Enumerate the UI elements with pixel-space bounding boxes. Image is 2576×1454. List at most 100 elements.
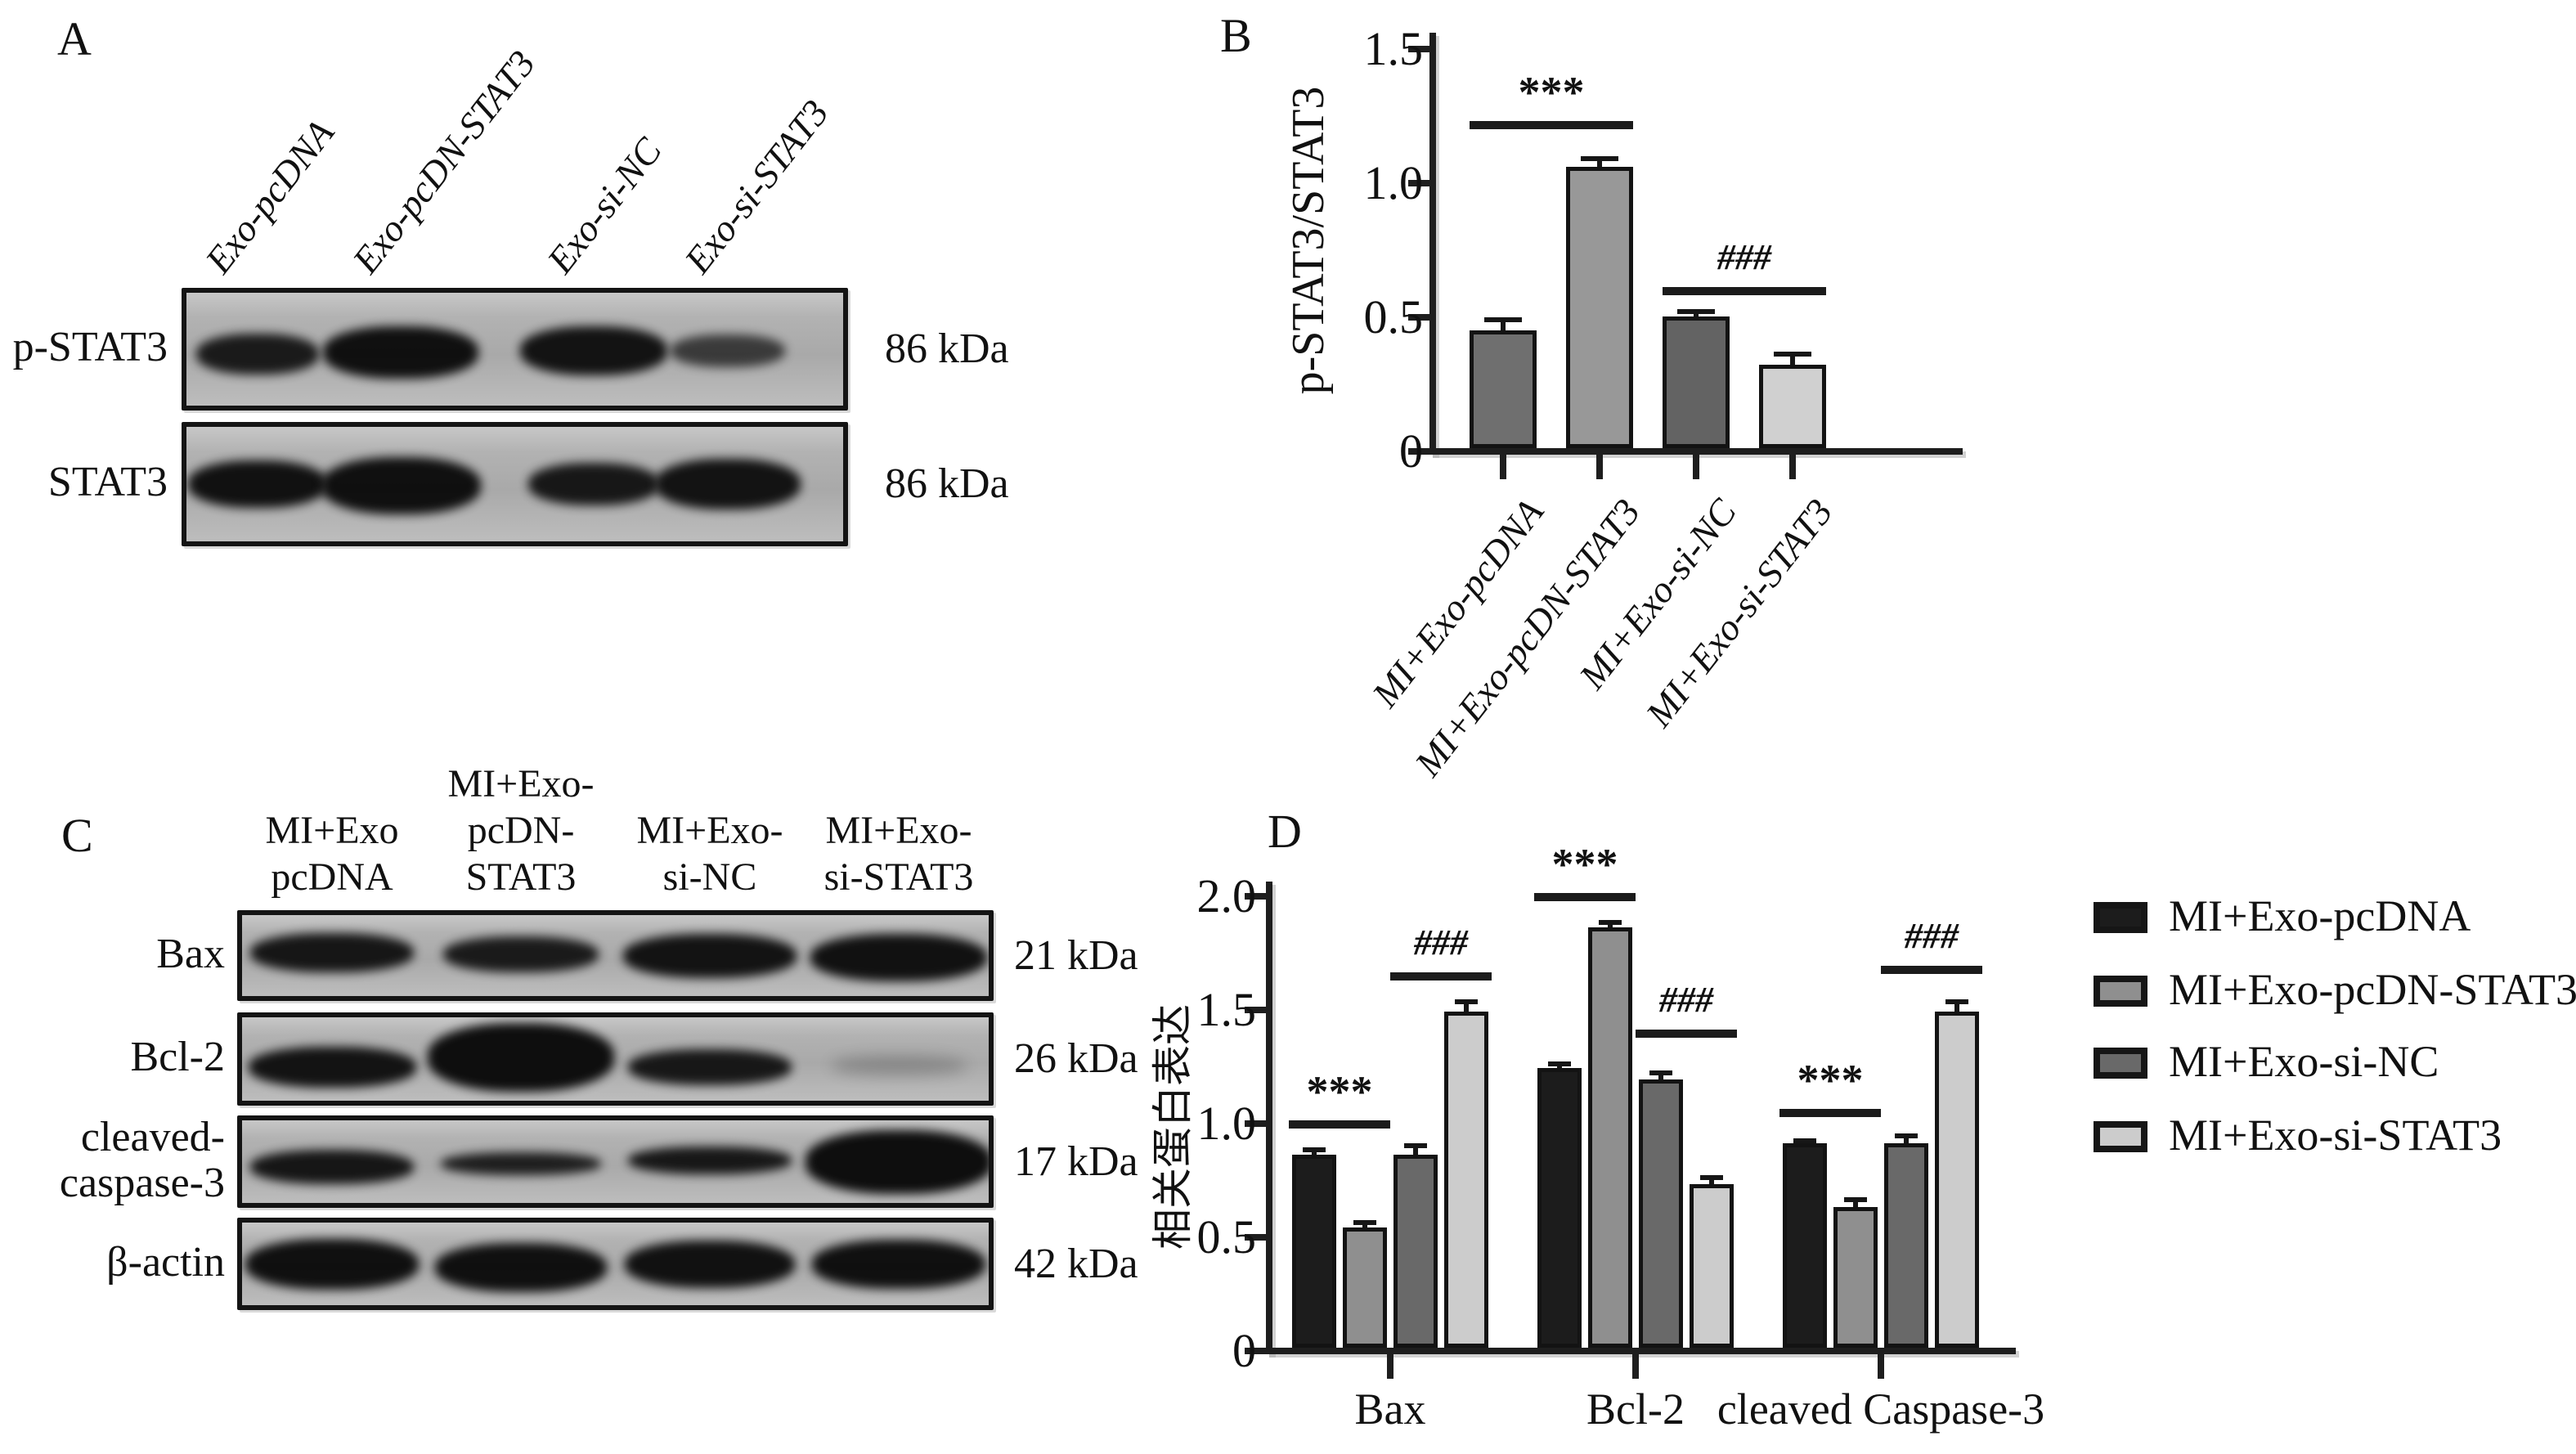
bar [1588, 927, 1632, 1348]
blot-row-label: p-STAT3 [12, 324, 168, 370]
molecular-weight-label: 42 kDa [1014, 1240, 1138, 1287]
bar [1884, 1142, 1928, 1348]
blot-row-label: β-actin [106, 1238, 225, 1286]
blot-band [628, 1146, 792, 1174]
legend-label: MI+Exo-pcDN-STAT3 [2169, 965, 2576, 1014]
column-header: MI+Exo [265, 809, 399, 852]
blot-band [323, 326, 478, 379]
blot-band [196, 334, 319, 375]
column-header: MI+Exo- [825, 809, 972, 852]
error-bar-stem [1597, 158, 1602, 167]
bar [1343, 1227, 1387, 1348]
lane-label-text: Exo-si-NC [539, 129, 670, 281]
error-bar-cap [1581, 155, 1618, 161]
y-tick-label: 0.5 [1363, 290, 1424, 343]
x-tick-mark [1693, 455, 1699, 479]
lane-label-text: Exo-pcDNA [197, 111, 343, 281]
column-header: MI+Exo- [447, 762, 595, 806]
blot-band [250, 932, 414, 972]
molecular-weight-label: 21 kDa [1014, 931, 1138, 979]
error-bar-stem [1464, 1002, 1469, 1012]
y-tick-mark [1245, 1120, 1266, 1127]
bar [1566, 166, 1633, 448]
category-label: Bcl-2 [1586, 1384, 1685, 1434]
error-bar-cap [1844, 1197, 1867, 1203]
blot-band [628, 1049, 792, 1085]
error-bar-cap [1404, 1142, 1427, 1148]
blot-band [520, 326, 667, 375]
y-tick-label: 1.5 [1196, 983, 1257, 1036]
significance-line [1534, 893, 1636, 901]
error-bar-cap [1700, 1174, 1723, 1180]
blot-band [806, 1129, 989, 1194]
significance-line [1779, 1109, 1881, 1118]
y-tick-label: 0.5 [1196, 1210, 1257, 1263]
bar [1537, 1068, 1582, 1348]
blot-band [435, 1242, 607, 1292]
error-bar-stem [1790, 354, 1795, 366]
error-bar-cap [1599, 920, 1622, 926]
error-bar-cap [1895, 1133, 1918, 1139]
blot-row-label: STAT3 [47, 459, 168, 505]
significance-label: *** [1518, 67, 1585, 117]
bar [1444, 1011, 1488, 1348]
y-tick-label: 1.0 [1363, 156, 1424, 209]
y-tick-mark [1408, 448, 1429, 455]
blot-band [528, 463, 659, 505]
column-header: si-NC [662, 855, 757, 899]
molecular-weight-label: 26 kDa [1014, 1035, 1138, 1082]
blot-band [245, 1238, 419, 1290]
blot-band [671, 334, 785, 367]
molecular-weight-label: 86 kDa [885, 460, 1009, 507]
blot-band [250, 1149, 414, 1184]
blot-row-label: Bcl-2 [130, 1034, 225, 1080]
y-tick-mark [1245, 893, 1266, 900]
y-tick-mark [1408, 314, 1429, 321]
legend-label: MI+Exo-pcDNA [2169, 891, 2471, 940]
column-header: pcDNA [271, 855, 393, 899]
significance-line [1390, 972, 1492, 981]
panel-d-label: D [1268, 805, 1302, 858]
error-bar-stem [1709, 1177, 1714, 1184]
legend-label: MI+Exo-si-NC [2169, 1037, 2439, 1086]
lane-label-text: Exo-pcDN-STAT3 [344, 43, 544, 281]
lane-label-text: Exo-si-STAT3 [676, 92, 837, 281]
blot-band [810, 933, 987, 981]
column-header: MI+Exo- [636, 809, 783, 852]
blot-band [248, 1047, 416, 1088]
blot-band [623, 933, 797, 978]
y-tick-mark [1245, 1348, 1266, 1354]
error-bar-cap [1548, 1061, 1571, 1066]
blot-strip [182, 288, 848, 411]
x-tick-mark [1500, 455, 1506, 479]
error-bar-cap [1793, 1138, 1816, 1144]
panel-b-label: B [1220, 9, 1252, 62]
legend-label: MI+Exo-si-STAT3 [2169, 1111, 2502, 1160]
blot-strip [237, 910, 994, 1001]
bar [1690, 1183, 1734, 1348]
y-tick-label: 2.0 [1196, 869, 1257, 922]
error-bar-stem [1501, 319, 1506, 330]
legend-swatch [2094, 902, 2147, 933]
legend-swatch [2094, 976, 2147, 1007]
error-bar-cap [1774, 352, 1811, 357]
y-tick-label: 1.5 [1363, 22, 1424, 75]
significance-label: ### [1717, 237, 1771, 278]
molecular-weight-label: 86 kDa [885, 325, 1009, 372]
bar [1663, 316, 1730, 448]
column-header: si-STAT3 [824, 855, 974, 899]
x-axis-line [1266, 1348, 2016, 1354]
significance-label: ### [1659, 979, 1713, 1020]
error-bar-cap [1353, 1220, 1376, 1226]
bar [1833, 1206, 1878, 1348]
legend-swatch [2094, 1048, 2147, 1079]
category-tick-mark [1632, 1354, 1639, 1379]
error-bar-stem [1694, 311, 1699, 317]
significance-line [1289, 1120, 1390, 1129]
y-tick-mark [1245, 1007, 1266, 1013]
x-tick-mark [1789, 455, 1796, 479]
blot-band [831, 1056, 967, 1075]
significance-label: *** [1306, 1067, 1373, 1116]
bar [1639, 1079, 1683, 1348]
